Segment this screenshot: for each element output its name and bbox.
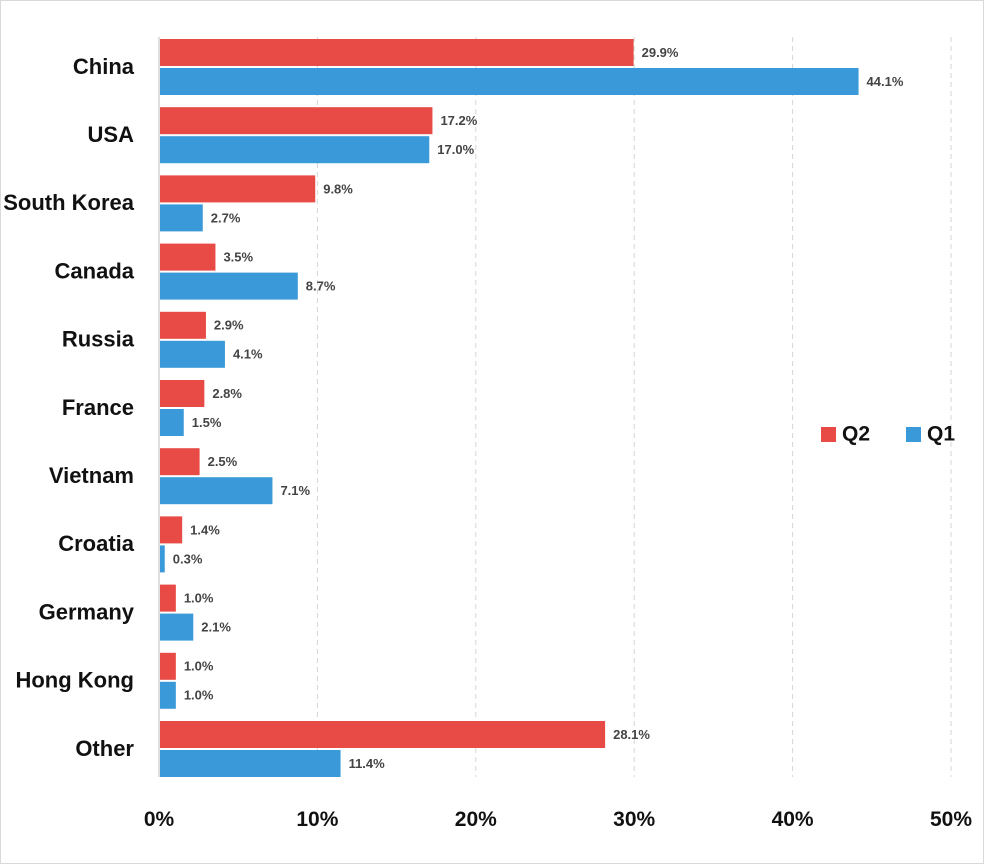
bar-q1 <box>160 204 203 232</box>
data-label: 17.0% <box>437 142 474 157</box>
category-label: Croatia <box>58 531 135 556</box>
bar-q1 <box>160 68 859 95</box>
data-label: 2.5% <box>208 454 238 469</box>
category-label: China <box>73 54 135 79</box>
data-label: 28.1% <box>613 727 650 742</box>
data-label: 2.8% <box>212 386 242 401</box>
category-label: USA <box>88 122 135 147</box>
legend-swatch-q1 <box>906 427 921 442</box>
data-label: 1.0% <box>184 688 214 703</box>
bar-q1 <box>160 340 225 368</box>
bar-q2 <box>160 243 216 271</box>
legend-label-q2: Q2 <box>842 423 870 446</box>
bar-q1 <box>160 613 194 641</box>
bar-q1 <box>160 477 273 505</box>
x-tick-label: 50% <box>930 808 972 831</box>
bar-q2 <box>160 107 433 135</box>
category-label: Vietnam <box>49 463 134 488</box>
bar-q1 <box>160 750 341 777</box>
data-label: 9.8% <box>323 181 353 196</box>
bar-q1 <box>160 545 165 573</box>
x-tick-label: 30% <box>613 808 655 831</box>
data-label: 11.4% <box>349 756 386 771</box>
bar-q2 <box>160 39 634 66</box>
x-tick-label: 40% <box>772 808 814 831</box>
data-label: 8.7% <box>306 279 336 294</box>
bar-q2 <box>160 584 176 612</box>
data-label: 1.0% <box>184 591 214 606</box>
bar-q2 <box>160 380 205 407</box>
data-label: 29.9% <box>642 45 679 60</box>
bar-q1 <box>160 136 430 164</box>
category-label: Germany <box>39 599 135 624</box>
bar-q2 <box>160 311 206 339</box>
data-label: 0.3% <box>173 551 203 566</box>
bar-q2 <box>160 448 200 476</box>
data-label: 4.1% <box>233 347 263 362</box>
category-label: Other <box>75 736 134 761</box>
bar-q2 <box>160 652 176 680</box>
data-label: 3.5% <box>223 250 253 265</box>
bar-q1 <box>160 409 184 436</box>
bar-q2 <box>160 516 183 544</box>
category-label: Russia <box>62 327 135 352</box>
bar-q2 <box>160 175 316 203</box>
bar-q1 <box>160 272 298 300</box>
legend-label-q1: Q1 <box>927 423 955 446</box>
x-tick-label: 20% <box>455 808 497 831</box>
x-tick-label: 10% <box>296 808 338 831</box>
data-label: 1.4% <box>190 522 220 537</box>
data-label: 2.1% <box>201 620 231 635</box>
category-label: France <box>62 395 134 420</box>
x-tick-label: 0% <box>144 808 175 831</box>
data-label: 2.7% <box>211 210 241 225</box>
data-label: 2.9% <box>214 318 244 333</box>
category-label: Hong Kong <box>15 668 134 693</box>
category-label: Canada <box>55 258 135 283</box>
category-label: South Korea <box>3 190 135 215</box>
data-label: 1.0% <box>184 659 214 674</box>
bar-q2 <box>160 721 606 748</box>
data-label: 7.1% <box>280 483 310 498</box>
bar-q1 <box>160 681 176 709</box>
data-label: 17.2% <box>440 113 477 128</box>
legend-swatch-q2 <box>821 427 836 442</box>
data-label: 44.1% <box>867 74 904 89</box>
data-label: 1.5% <box>192 415 222 430</box>
